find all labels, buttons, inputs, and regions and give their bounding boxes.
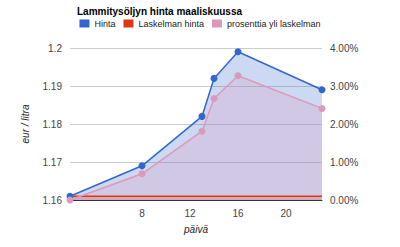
svg-text:1.16: 1.16 [43, 195, 63, 206]
svg-text:1.2: 1.2 [48, 43, 62, 54]
svg-text:1.19: 1.19 [43, 81, 63, 92]
svg-text:12: 12 [184, 208, 196, 219]
svg-text:päivä: päivä [183, 224, 208, 235]
svg-text:20: 20 [280, 208, 292, 219]
svg-text:1.00%: 1.00% [330, 157, 358, 168]
svg-text:prosenttia yli laskelman: prosenttia yli laskelman [227, 19, 321, 29]
svg-text:Laskelman hinta: Laskelman hinta [138, 19, 204, 29]
svg-text:3.00%: 3.00% [330, 81, 358, 92]
svg-text:eur / litra: eur / litra [20, 104, 31, 143]
svg-text:1.18: 1.18 [43, 119, 63, 130]
svg-text:Hinta: Hinta [94, 19, 115, 29]
svg-text:0.00%: 0.00% [330, 195, 358, 206]
svg-text:8: 8 [139, 208, 145, 219]
svg-text:1.17: 1.17 [43, 157, 63, 168]
svg-text:Lammitysöljyn hinta maaliskuus: Lammitysöljyn hinta maaliskuussa [77, 6, 242, 17]
svg-text:16: 16 [232, 208, 244, 219]
svg-text:4.00%: 4.00% [330, 43, 358, 54]
svg-text:2.00%: 2.00% [330, 119, 358, 130]
